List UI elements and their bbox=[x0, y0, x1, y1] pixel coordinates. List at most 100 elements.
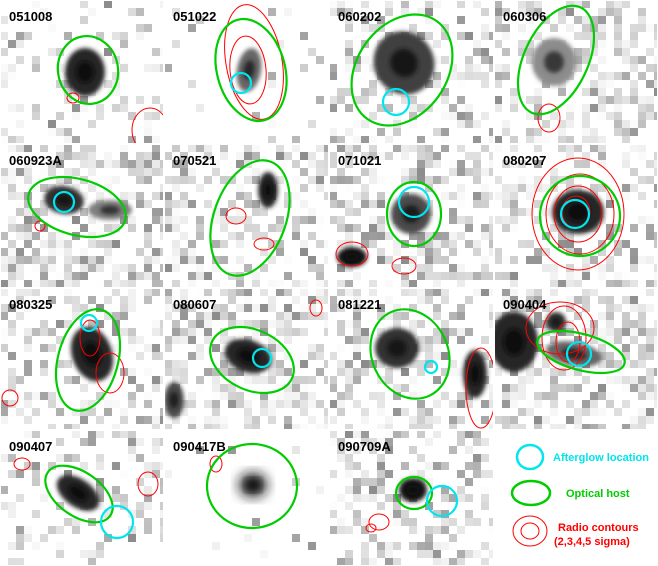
grb-panel: 090407 bbox=[1, 431, 163, 565]
grb-panel: 070521 bbox=[165, 145, 328, 287]
afterglow-circle bbox=[559, 198, 591, 230]
radio-contour bbox=[253, 237, 275, 251]
radio-contour bbox=[465, 347, 493, 429]
grb-panel: 081221 bbox=[330, 289, 493, 429]
grb-label: 060306 bbox=[503, 9, 546, 24]
panel-image bbox=[165, 145, 328, 287]
grb-panel: 051022 bbox=[165, 1, 328, 143]
optical-host-ellipse bbox=[54, 308, 122, 412]
panel-image bbox=[495, 289, 657, 429]
radio-contour bbox=[229, 35, 267, 105]
radio-contour bbox=[545, 173, 615, 255]
afterglow-circle bbox=[425, 484, 459, 518]
afterglow-legend-icon bbox=[515, 443, 545, 471]
optical-host-ellipse bbox=[394, 475, 434, 511]
radio-contour bbox=[531, 157, 625, 271]
afterglow-circle bbox=[251, 347, 273, 369]
grb-panel: 090404 bbox=[495, 289, 657, 429]
grb-label: 090404 bbox=[503, 297, 547, 312]
radio-contour bbox=[209, 455, 223, 473]
grb-panel: 071021 bbox=[330, 145, 493, 287]
radio-legend-label: Radio contours bbox=[558, 522, 639, 534]
afterglow-legend-label: Afterglow location bbox=[553, 452, 649, 464]
afterglow-circle bbox=[565, 340, 593, 368]
radio-contour bbox=[365, 523, 377, 533]
optical-host-ellipse bbox=[516, 4, 596, 116]
radio-contour bbox=[553, 185, 603, 243]
grb-panel: 090709A bbox=[330, 431, 493, 565]
radio-contour bbox=[225, 207, 247, 225]
panel-image bbox=[1, 145, 163, 287]
grb-panel: 060306 bbox=[495, 1, 657, 143]
radio-contour bbox=[66, 92, 80, 104]
radio-contour bbox=[131, 107, 163, 143]
grb-panel: 080607 bbox=[165, 289, 328, 429]
radio-contour bbox=[525, 301, 595, 355]
optical-host-ellipse bbox=[350, 13, 454, 127]
panel-image bbox=[1, 1, 163, 143]
optical-host-ellipse bbox=[209, 325, 295, 395]
grb-label: 060202 bbox=[338, 9, 381, 24]
grb-panel: 080207 bbox=[495, 145, 657, 287]
optical-host-ellipse bbox=[44, 464, 114, 524]
panel-image bbox=[165, 289, 328, 429]
optical-host-ellipse bbox=[27, 175, 127, 239]
optical-host-ellipse bbox=[214, 17, 288, 123]
radio-contour bbox=[13, 457, 31, 471]
grb-label: 071021 bbox=[338, 153, 381, 168]
panel-image bbox=[165, 431, 328, 565]
grb-label: 060923A bbox=[9, 153, 62, 168]
afterglow-circle bbox=[52, 190, 76, 214]
optical-host-ellipse bbox=[209, 159, 291, 277]
optical-host-ellipse bbox=[205, 442, 299, 530]
radio-legend-sigma: (2,3,4,5 sigma) bbox=[554, 536, 630, 548]
grb-label: 080325 bbox=[9, 297, 52, 312]
grb-panel: 090417B bbox=[165, 431, 328, 565]
panel-image bbox=[1, 289, 163, 429]
afterglow-circle bbox=[229, 71, 253, 95]
panel-image bbox=[1, 431, 163, 565]
optical-host-ellipse bbox=[385, 180, 443, 248]
grb-label: 081221 bbox=[338, 297, 381, 312]
grb-label: 090417B bbox=[173, 439, 226, 454]
host-legend-label: Optical host bbox=[566, 488, 630, 500]
radio-contour bbox=[541, 305, 587, 371]
host-legend-icon bbox=[510, 479, 552, 507]
afterglow-circle bbox=[423, 359, 439, 375]
panel-image bbox=[330, 289, 493, 429]
grb-label: 090709A bbox=[338, 439, 391, 454]
grb-label: 051008 bbox=[9, 9, 52, 24]
afterglow-circle bbox=[381, 87, 411, 117]
grb-label: 080607 bbox=[173, 297, 216, 312]
grb-label: 090407 bbox=[9, 439, 52, 454]
radio-contour bbox=[95, 352, 125, 394]
panel-image bbox=[330, 1, 493, 143]
radio-contour bbox=[137, 471, 159, 497]
optical-host-ellipse bbox=[369, 308, 451, 400]
grb-panel: 060923A bbox=[1, 145, 163, 287]
panel-image bbox=[495, 145, 657, 287]
radio-contour bbox=[368, 513, 390, 531]
grb-panel: 060202 bbox=[330, 1, 493, 143]
afterglow-circle bbox=[99, 504, 135, 540]
panel-image bbox=[330, 431, 493, 565]
radio-contour bbox=[79, 319, 101, 357]
grb-label: 070521 bbox=[173, 153, 216, 168]
radio-contour bbox=[335, 241, 369, 267]
optical-host-ellipse bbox=[538, 174, 622, 258]
panel-image bbox=[165, 1, 328, 143]
radio-contour bbox=[391, 257, 417, 275]
radio-contour bbox=[309, 299, 323, 317]
radio-contour bbox=[1, 389, 19, 407]
afterglow-circle bbox=[79, 313, 99, 333]
radio-legend-icon bbox=[512, 515, 548, 547]
grb-label: 080207 bbox=[503, 153, 546, 168]
grb-panel: 080325 bbox=[1, 289, 163, 429]
panel-image bbox=[495, 1, 657, 143]
optical-host-ellipse bbox=[56, 35, 120, 105]
grb-panel: 051008 bbox=[1, 1, 163, 143]
radio-contour bbox=[34, 220, 46, 232]
radio-contour bbox=[537, 103, 561, 133]
